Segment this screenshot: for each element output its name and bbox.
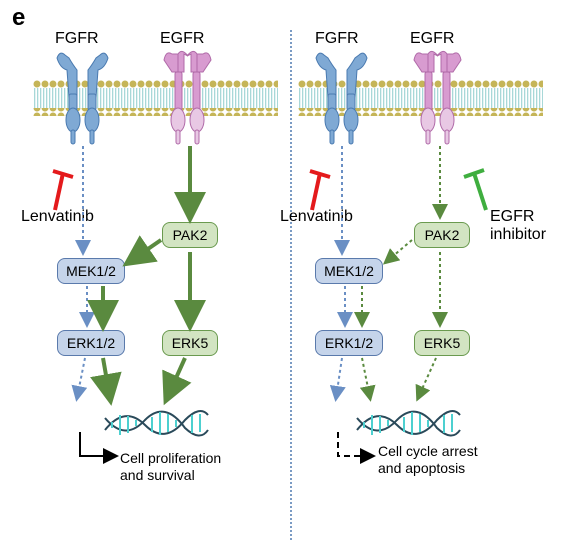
- right-panel: FGFR EGFR: [290, 30, 555, 540]
- fgfr-label-left: FGFR: [55, 30, 99, 48]
- panel-label: e: [12, 4, 25, 32]
- outcome-left: Cell proliferation and survival: [120, 450, 221, 484]
- dna-icon-right: [352, 400, 462, 445]
- fgfr-receptor-icon: [55, 50, 110, 150]
- egfr-receptor-icon-right: [410, 50, 465, 150]
- egfr-receptor-icon: [160, 50, 215, 150]
- egfr-label-right: EGFR: [410, 30, 454, 48]
- egfr-label-left: EGFR: [160, 30, 204, 48]
- diagram-container: FGFR EGFR: [25, 30, 555, 540]
- fgfr-label-right: FGFR: [315, 30, 359, 48]
- left-panel: FGFR EGFR: [25, 30, 290, 540]
- fgfr-receptor-icon-right: [314, 50, 369, 150]
- outcome-right: Cell cycle arrest and apoptosis: [378, 443, 478, 477]
- dna-icon-left: [100, 400, 210, 445]
